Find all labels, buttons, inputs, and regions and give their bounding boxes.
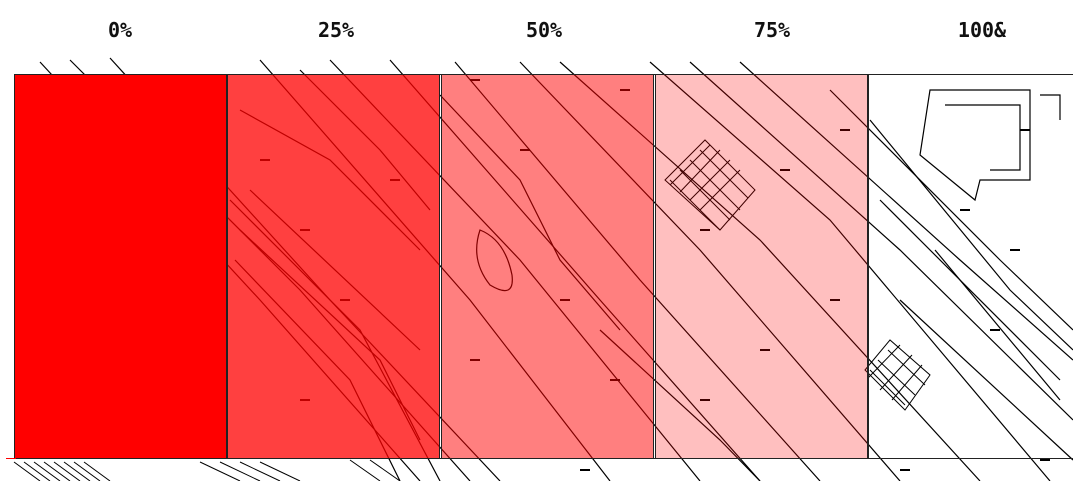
label-100: 100& (957, 18, 1007, 42)
overlay-panel-100 (868, 74, 1073, 459)
label-75: 75% (753, 18, 791, 42)
red-tick-mark (6, 458, 16, 459)
overlay-panel-75 (655, 74, 868, 459)
overlay-panel-25 (227, 74, 440, 459)
label-0: 0% (107, 18, 133, 42)
label-50: 50% (525, 18, 563, 42)
overlay-panel-50 (441, 74, 654, 459)
overlay-panel-0 (14, 74, 227, 459)
label-25: 25% (317, 18, 355, 42)
